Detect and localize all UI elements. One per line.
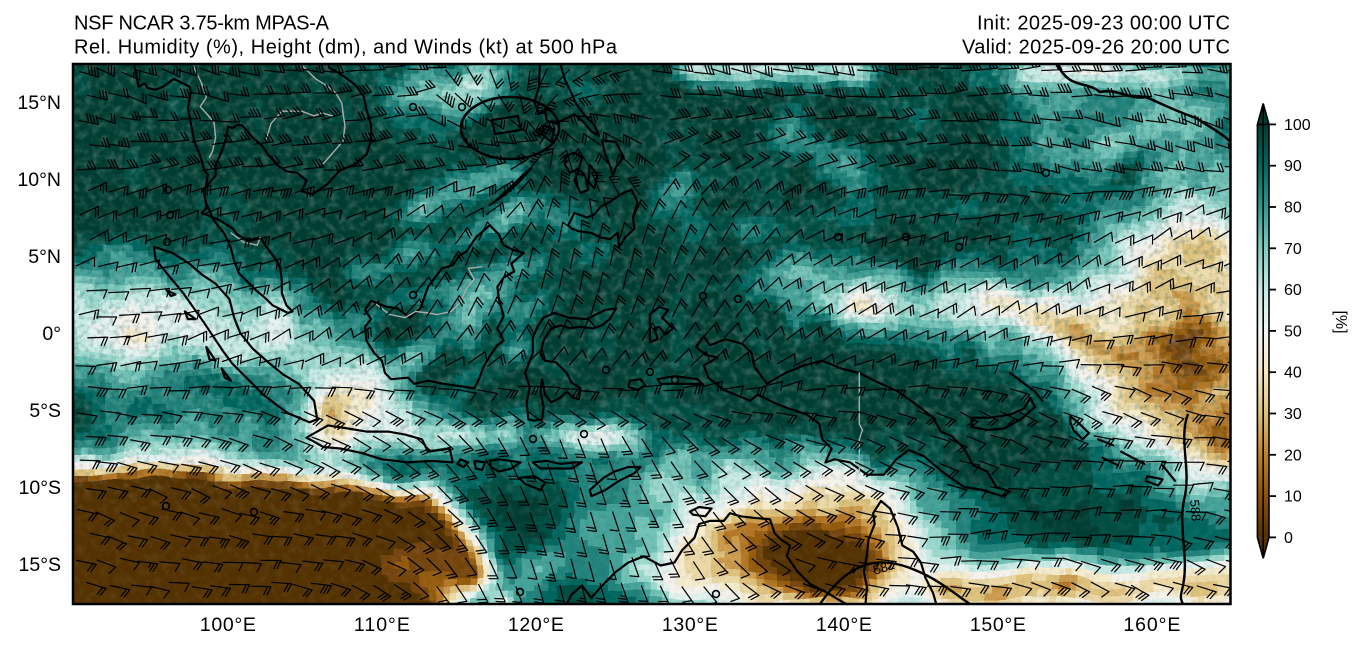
svg-text:20: 20 [1284, 447, 1302, 464]
svg-text:100°E: 100°E [200, 614, 256, 636]
svg-text:5°N: 5°N [28, 246, 61, 268]
svg-text:Init: 2025-09-23 00:00 UTC: Init: 2025-09-23 00:00 UTC [977, 13, 1230, 35]
svg-text:10: 10 [1284, 489, 1302, 506]
svg-text:0°: 0° [42, 323, 61, 345]
svg-text:130°E: 130°E [662, 614, 718, 636]
svg-text:Rel. Humidity (%), Height (dm): Rel. Humidity (%), Height (dm), and Wind… [74, 37, 618, 59]
svg-text:5°S: 5°S [29, 400, 61, 422]
svg-text:70: 70 [1284, 241, 1302, 258]
svg-text:100: 100 [1284, 117, 1311, 134]
svg-text:10°N: 10°N [17, 169, 61, 191]
svg-text:60: 60 [1284, 282, 1302, 299]
svg-text:15°N: 15°N [17, 92, 61, 114]
svg-text:10°S: 10°S [19, 477, 62, 499]
svg-text:[%]: [%] [1332, 310, 1349, 333]
svg-text:110°E: 110°E [354, 614, 410, 636]
svg-text:588: 588 [1187, 499, 1204, 522]
svg-text:160°E: 160°E [1123, 614, 1180, 636]
svg-text:140°E: 140°E [816, 614, 872, 636]
svg-text:80: 80 [1284, 200, 1302, 217]
svg-text:Valid: 2025-09-26 20:00 UTC: Valid: 2025-09-26 20:00 UTC [962, 37, 1230, 59]
svg-text:150°E: 150°E [970, 614, 1026, 636]
svg-text:50: 50 [1284, 323, 1302, 340]
svg-text:0: 0 [1284, 530, 1293, 547]
svg-text:15°S: 15°S [19, 554, 62, 576]
svg-text:30: 30 [1284, 406, 1302, 423]
svg-text:NSF NCAR 3.75-km MPAS-A: NSF NCAR 3.75-km MPAS-A [74, 13, 330, 35]
svg-text:40: 40 [1284, 365, 1302, 382]
svg-text:90: 90 [1284, 158, 1302, 175]
svg-text:120°E: 120°E [508, 614, 564, 636]
